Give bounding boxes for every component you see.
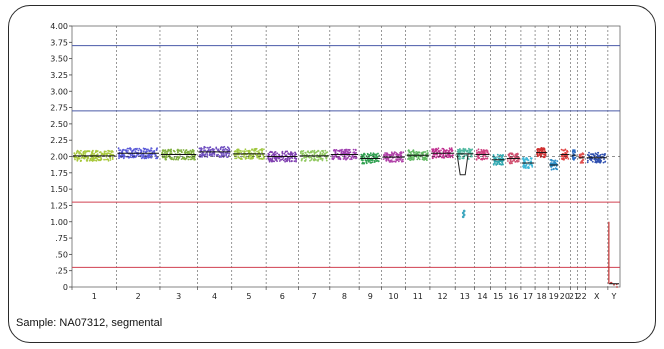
outlier-point <box>462 209 466 213</box>
y-tick-label: 1.75 <box>50 169 68 178</box>
y-tick-label: 3.75 <box>50 38 68 47</box>
sample-caption: Sample: NA07312, segmental <box>16 317 163 329</box>
chromosome-22-points <box>578 152 585 164</box>
chromosome-17-points <box>522 157 534 170</box>
x-tick-label: 16 <box>508 292 518 301</box>
y-tick-label: .50 <box>55 250 68 259</box>
x-tick-label: 1 <box>92 292 97 301</box>
y-tick-label: 1.50 <box>50 185 68 194</box>
x-tick-label: Y <box>610 292 616 301</box>
x-tick-label: 3 <box>176 292 181 301</box>
x-tick-label: 6 <box>280 292 285 301</box>
y-tick-label: 2.00 <box>50 153 68 162</box>
outlier-point <box>461 211 465 215</box>
y-tick-label: 1.00 <box>50 218 68 227</box>
y-tick-label: 0 <box>63 283 68 292</box>
outlier-point <box>461 215 465 219</box>
chromosome-18-points <box>536 147 547 159</box>
x-tick-label: 21 <box>569 292 579 301</box>
x-tick-label: 19 <box>549 292 559 301</box>
y-tick-label: 1.25 <box>50 201 68 210</box>
chromosome-3-points <box>161 148 197 161</box>
x-tick-label: 2 <box>136 292 141 301</box>
chromosome-13-loss-segment <box>456 153 469 176</box>
x-tick-label: 10 <box>388 292 398 301</box>
x-tick-label: 15 <box>493 292 503 301</box>
x-tick-label: 20 <box>560 292 570 301</box>
x-tick-label: 12 <box>437 292 447 301</box>
x-tick-label: 9 <box>368 292 373 301</box>
x-tick-label: 11 <box>413 292 423 301</box>
x-tick-label: 5 <box>246 292 251 301</box>
x-tick-label: 13 <box>460 292 470 301</box>
y-tick-label: 4.00 <box>50 22 68 31</box>
x-tick-label: 7 <box>312 292 317 301</box>
x-tick-label: 8 <box>342 292 347 301</box>
x-tick-label: 22 <box>576 292 586 301</box>
x-tick-label: 4 <box>212 292 217 301</box>
y-tick-label: 3.50 <box>50 55 68 64</box>
outlier-point <box>462 213 466 217</box>
x-tick-label: X <box>594 292 600 301</box>
y-tick-label: 3.25 <box>50 71 68 80</box>
y-tick-label: .75 <box>55 234 68 243</box>
y-tick-label: 2.25 <box>50 136 68 145</box>
y-tick-label: 2.50 <box>50 120 68 129</box>
y-tick-label: 2.75 <box>50 104 68 113</box>
x-tick-label: 18 <box>537 292 547 301</box>
chromosome-8-points <box>331 148 358 161</box>
y-tick-label: .25 <box>55 267 68 276</box>
x-tick-label: 14 <box>477 292 487 301</box>
y-tick-label: 3.00 <box>50 87 68 96</box>
x-tick-label: 17 <box>523 292 533 301</box>
